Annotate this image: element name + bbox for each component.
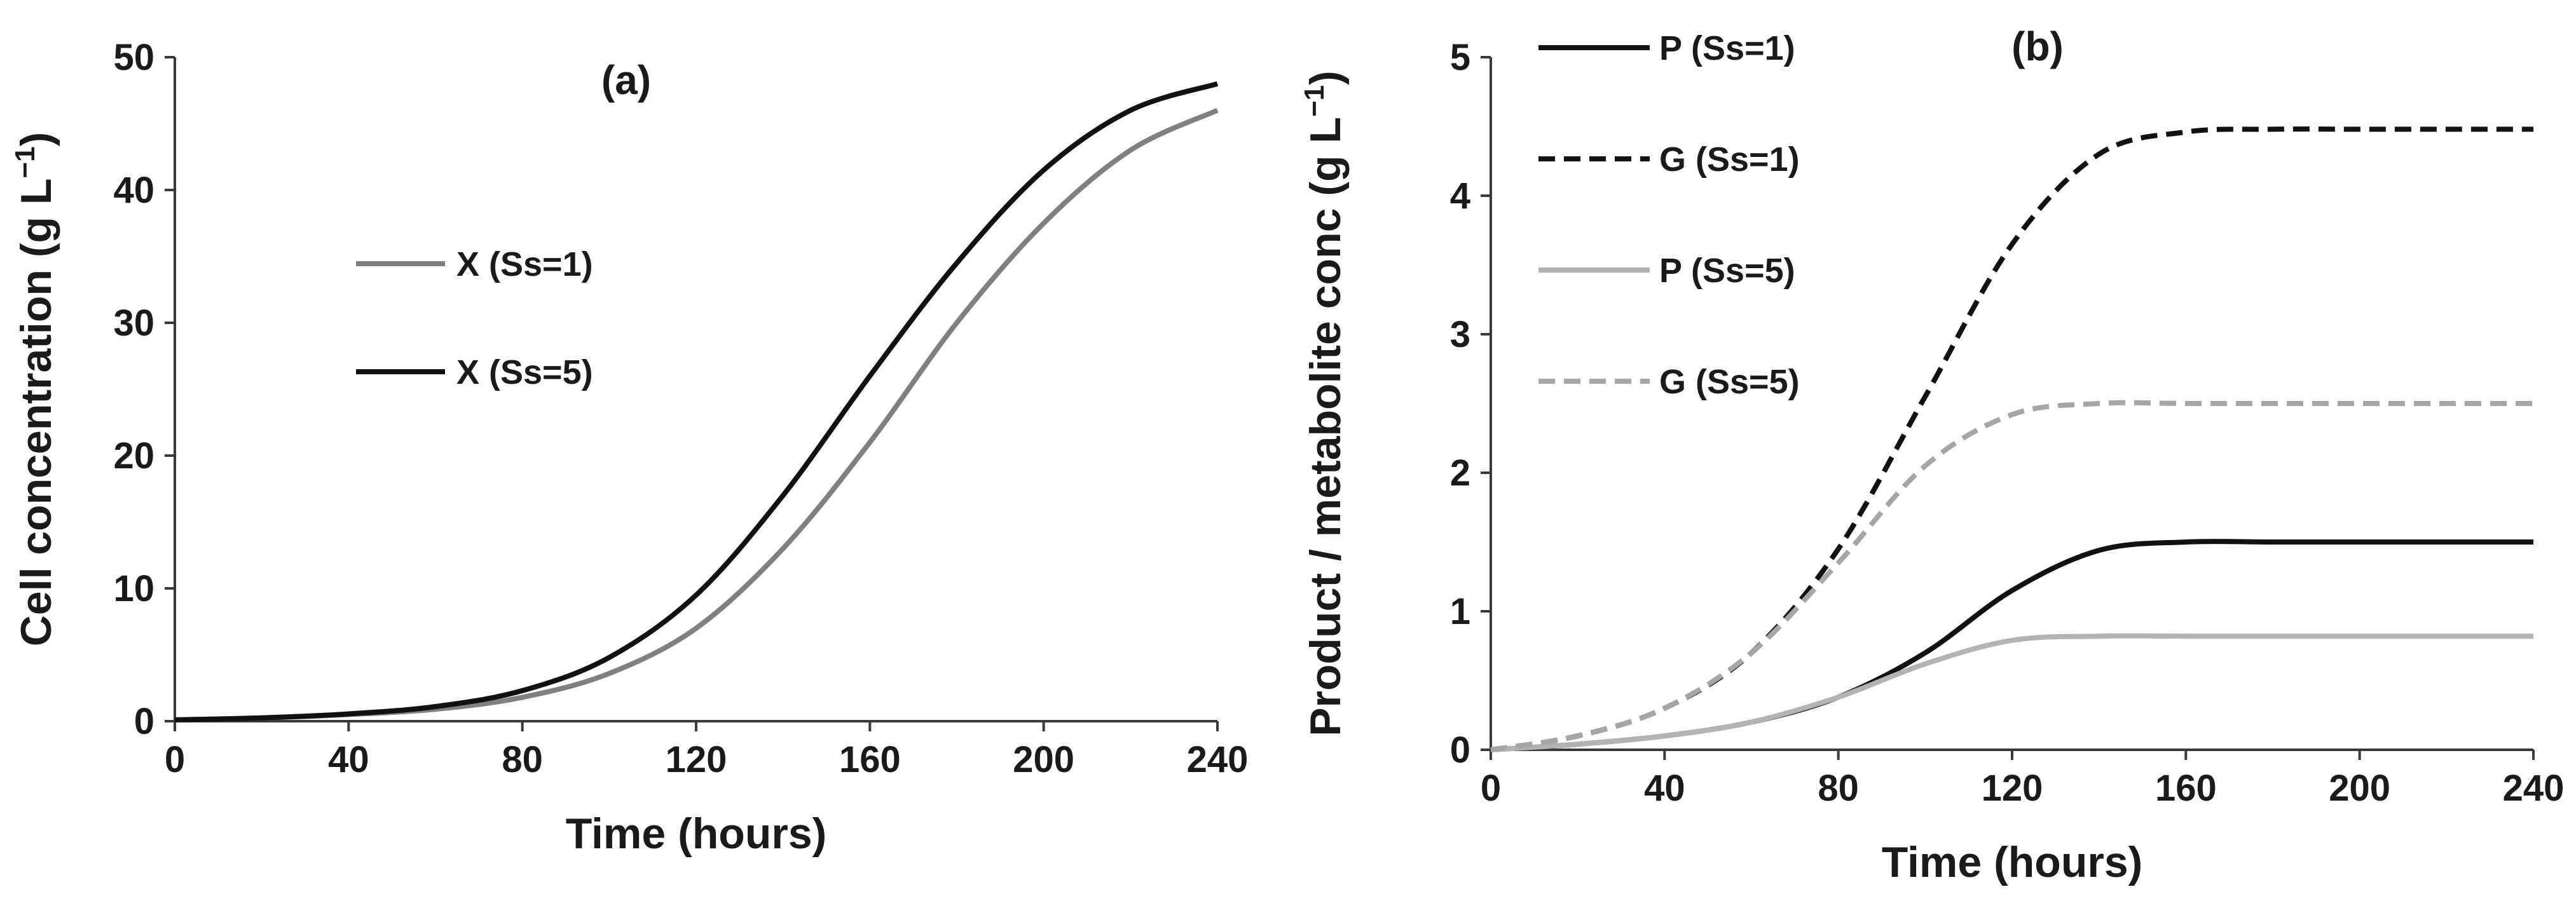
y-tick-label: 30 [113, 302, 154, 344]
y-axis-title-close: ) [1301, 71, 1350, 85]
series-line-1 [1490, 126, 2533, 752]
y-tick-label: 10 [113, 568, 154, 609]
x-tick-label: 200 [2329, 768, 2390, 809]
x-tick-label: 0 [165, 739, 185, 780]
panel-b-chart: 0 40 80 120 160 200 240 0 1 2 3 4 5 Time (hours) Produ… [1299, 24, 2564, 886]
x-tick-label: 240 [1187, 739, 1249, 780]
y-axis-title-superscript: −1 [1299, 85, 1330, 117]
x-axis-title: Time (hours) [1882, 838, 2143, 886]
y-tick-label: 4 [1450, 175, 1470, 217]
panel-a-chart: 0 40 80 120 160 200 240 0 10 20 30 40 50 Time (hours)… [10, 37, 1248, 858]
legend-label-1: G (Ss=1) [1659, 140, 1800, 179]
y-tick-label: 50 [113, 37, 154, 78]
y-axis-title-superscript: −1 [10, 146, 41, 178]
y-axis-title-main: Product / metabolite conc (g L [1301, 117, 1350, 736]
y-tick-label: 0 [1450, 729, 1470, 771]
panel-label: (a) [601, 57, 651, 103]
x-tick-label: 0 [1481, 768, 1501, 809]
y-tick-label: 3 [1450, 314, 1470, 355]
y-axis-title-close: ) [12, 132, 60, 147]
y-axis-title: Product / metabolite conc (g L−1) [1299, 71, 1350, 736]
series-line-0 [1490, 539, 2533, 752]
x-tick-label: 40 [328, 739, 369, 780]
legend-label-3: G (Ss=5) [1659, 363, 1800, 401]
series-line-2 [1490, 633, 2533, 752]
y-axis-title: Cell concentration (g L−1) [10, 132, 60, 647]
x-axis-title: Time (hours) [566, 810, 827, 858]
legend-label-1: X (Ss=5) [456, 353, 593, 391]
x-tick-label: 160 [839, 739, 901, 780]
y-tick-label: 1 [1450, 591, 1470, 632]
x-tick-label: 120 [1982, 768, 2043, 809]
series-line-3 [1490, 400, 2533, 752]
legend-label-0: P (Ss=1) [1659, 29, 1795, 67]
legend-label-0: X (Ss=1) [456, 245, 593, 283]
series-line-1 [174, 81, 1219, 722]
x-tick-label: 80 [502, 739, 543, 780]
x-tick-label: 160 [2155, 768, 2217, 809]
panel-label: (b) [2011, 24, 2064, 69]
y-tick-label: 40 [113, 170, 154, 211]
y-tick-label: 2 [1450, 452, 1470, 494]
x-tick-label: 200 [1013, 739, 1074, 780]
y-tick-label: 20 [113, 435, 154, 477]
y-tick-label: 0 [134, 701, 154, 742]
legend-label-2: P (Ss=5) [1659, 252, 1795, 290]
x-tick-label: 240 [2503, 768, 2565, 809]
x-tick-label: 80 [1818, 768, 1859, 809]
series-line-0 [174, 107, 1219, 722]
x-tick-label: 120 [666, 739, 727, 780]
y-axis-title-main: Cell concentration (g L [12, 179, 60, 647]
x-tick-label: 40 [1644, 768, 1685, 809]
y-tick-label: 5 [1450, 37, 1470, 78]
